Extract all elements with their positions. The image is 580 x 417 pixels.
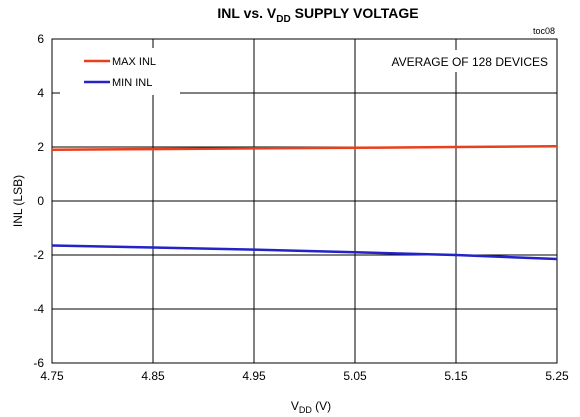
y-tick-label: -6 xyxy=(33,356,44,370)
y-tick-label: 6 xyxy=(37,32,44,46)
chart-title: INL vs. VDD SUPPLY VOLTAGE xyxy=(217,5,418,25)
x-axis-label-suffix: (V) xyxy=(312,399,331,413)
legend-label-max-inl: MAX INL xyxy=(112,56,156,68)
plot-area xyxy=(51,38,558,364)
legend-background xyxy=(60,48,180,95)
y-axis-label: INL (LSB) xyxy=(11,175,25,227)
x-tick-label: 5.15 xyxy=(444,369,468,383)
y-tick-label: 0 xyxy=(37,194,44,208)
series-line-max-inl xyxy=(51,144,558,151)
y-tick-label: -4 xyxy=(33,302,44,316)
chart-title-suffix: SUPPLY VOLTAGE xyxy=(291,5,419,21)
chart-title-prefix: INL vs. V xyxy=(217,5,277,21)
y-tick-label: -2 xyxy=(33,248,44,262)
x-axis-ticks: 4.75 4.85 4.95 5.05 5.15 5.25 xyxy=(40,369,569,383)
x-tick-label: 4.75 xyxy=(40,369,64,383)
y-axis-ticks: -6 -4 -2 0 2 4 6 xyxy=(33,32,44,370)
x-tick-label: 4.85 xyxy=(141,369,165,383)
legend-label-min-inl: MIN INL xyxy=(112,77,152,89)
x-axis-label-prefix: V xyxy=(291,399,299,413)
series-layer xyxy=(51,144,558,261)
x-axis-label: VDD (V) xyxy=(291,399,331,415)
y-tick-label: 4 xyxy=(37,86,44,100)
x-tick-label: 4.95 xyxy=(242,369,266,383)
annotation-text: AVERAGE OF 128 DEVICES xyxy=(392,55,549,69)
figure-id: toc08 xyxy=(533,26,555,36)
grid xyxy=(52,39,557,363)
series-line-min-inl xyxy=(51,244,558,261)
x-axis-label-subscript: DD xyxy=(299,405,312,415)
x-tick-label: 5.25 xyxy=(545,369,569,383)
y-tick-label: 2 xyxy=(37,140,44,154)
chart-title-subscript: DD xyxy=(276,14,290,25)
annotation-box: AVERAGE OF 128 DEVICES xyxy=(366,50,552,72)
x-tick-label: 5.05 xyxy=(343,369,367,383)
legend: MAX INL MIN INL xyxy=(60,48,180,95)
annotation-background xyxy=(366,50,552,72)
